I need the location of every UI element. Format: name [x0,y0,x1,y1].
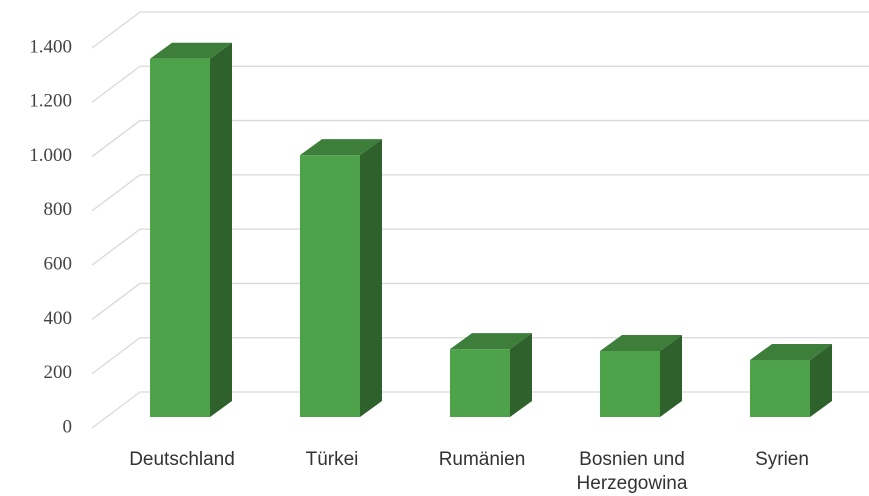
bar-side [210,42,232,417]
bar-front [150,58,210,417]
bar-side [360,139,382,418]
y-tick-label: 800 [44,199,73,220]
bar [600,335,682,417]
bar-top [450,333,532,350]
grid-line [91,282,869,320]
y-tick-label: 1.400 [29,36,72,57]
bar-front [600,351,660,417]
bar [450,333,532,417]
y-tick-label: 200 [44,362,73,383]
x-tick-label: Türkei [305,449,359,470]
bar-side [660,335,682,417]
bar-front [300,155,360,418]
bar-top [750,344,832,360]
y-tick-label: 0 [63,416,73,437]
y-tick-label: 1.000 [29,145,72,166]
x-tick-label: Bosnien und Herzegowina [576,449,688,494]
y-tick-label: 1.200 [29,91,72,112]
bar-front [750,360,810,417]
bar-side [510,333,532,417]
bar-front [450,349,510,417]
y-tick-label: 600 [44,254,73,275]
y-tick-label: 400 [44,308,73,329]
bar-top [300,139,382,156]
grid-line [91,119,869,158]
grid-line [91,228,869,266]
grid-line [91,11,869,49]
bar-top [600,335,682,352]
grid-line [91,174,869,212]
x-tick-label: Rumänien [438,449,526,470]
bar [300,139,382,418]
bar-top [150,42,232,59]
bar-side [810,344,832,417]
x-tick-label: Syrien [755,449,809,470]
bar [150,42,232,417]
grid-line [91,65,869,103]
x-tick-label: Deutschland [129,449,235,470]
bar [750,344,832,417]
